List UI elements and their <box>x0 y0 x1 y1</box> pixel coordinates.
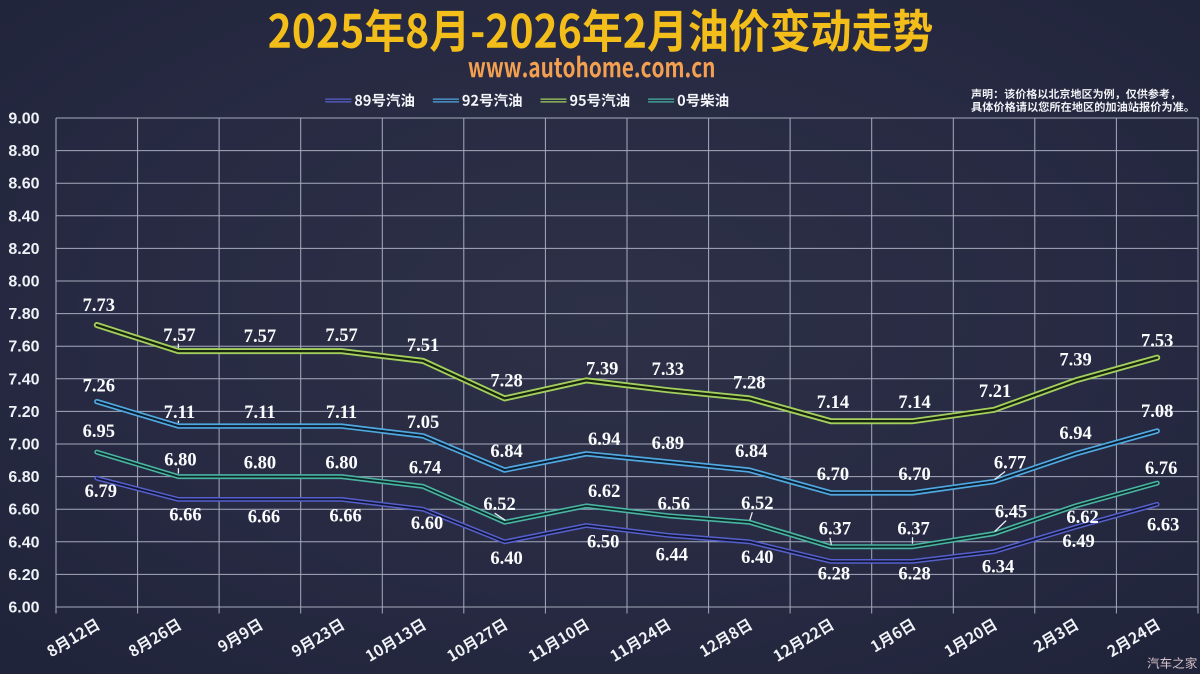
svg-text:7.05: 7.05 <box>407 413 439 433</box>
svg-text:6.70: 6.70 <box>898 465 930 485</box>
svg-text:6.40: 6.40 <box>741 548 773 568</box>
svg-text:6.00: 6.00 <box>8 600 39 617</box>
svg-text:6.50: 6.50 <box>587 533 619 553</box>
svg-text:8.80: 8.80 <box>8 143 39 160</box>
svg-text:6.94: 6.94 <box>588 430 620 450</box>
svg-text:6.79: 6.79 <box>85 482 117 502</box>
svg-text:6.94: 6.94 <box>1059 424 1091 444</box>
svg-text:6.60: 6.60 <box>8 502 39 519</box>
svg-text:7.11: 7.11 <box>244 403 275 423</box>
svg-text:6.40: 6.40 <box>8 534 39 551</box>
svg-text:7.39: 7.39 <box>586 359 618 379</box>
svg-text:8.20: 8.20 <box>8 241 39 258</box>
svg-text:6.89: 6.89 <box>652 434 684 454</box>
svg-text:7.14: 7.14 <box>898 393 930 413</box>
svg-text:6.40: 6.40 <box>490 549 522 569</box>
svg-text:6.80: 6.80 <box>244 454 276 474</box>
svg-text:6.62: 6.62 <box>588 482 620 502</box>
svg-text:7.80: 7.80 <box>8 306 39 323</box>
svg-text:6.34: 6.34 <box>982 558 1014 578</box>
svg-text:7.53: 7.53 <box>1141 332 1173 352</box>
svg-text:7.00: 7.00 <box>8 437 39 454</box>
svg-text:7.21: 7.21 <box>979 382 1011 402</box>
svg-text:7.60: 7.60 <box>8 339 39 356</box>
svg-text:6.66: 6.66 <box>169 505 201 525</box>
svg-text:6.66: 6.66 <box>248 507 280 527</box>
svg-text:7.57: 7.57 <box>163 326 195 346</box>
svg-text:6.84: 6.84 <box>490 442 522 462</box>
svg-text:6.28: 6.28 <box>818 564 850 584</box>
svg-text:7.51: 7.51 <box>407 336 439 356</box>
svg-text:7.08: 7.08 <box>1141 402 1173 422</box>
svg-text:6.70: 6.70 <box>817 465 849 485</box>
svg-text:6.49: 6.49 <box>1062 532 1094 552</box>
svg-text:8.40: 8.40 <box>8 208 39 225</box>
svg-text:7.40: 7.40 <box>8 371 39 388</box>
svg-text:6.76: 6.76 <box>1145 459 1177 479</box>
svg-text:6.84: 6.84 <box>735 442 767 462</box>
svg-text:6.63: 6.63 <box>1147 515 1179 535</box>
svg-text:7.20: 7.20 <box>8 404 39 421</box>
svg-text:6.60: 6.60 <box>411 514 443 534</box>
svg-text:6.52: 6.52 <box>483 495 515 515</box>
svg-text:7.33: 7.33 <box>652 360 684 380</box>
svg-text:7.11: 7.11 <box>164 403 195 423</box>
svg-text:6.80: 6.80 <box>8 469 39 486</box>
svg-text:7.57: 7.57 <box>244 327 276 347</box>
svg-text:7.39: 7.39 <box>1059 350 1091 370</box>
svg-text:6.37: 6.37 <box>897 520 929 540</box>
svg-text:6.44: 6.44 <box>656 545 688 565</box>
svg-text:6.52: 6.52 <box>741 494 773 514</box>
svg-text:6.45: 6.45 <box>995 503 1027 523</box>
svg-text:6.28: 6.28 <box>898 564 930 584</box>
svg-text:6.66: 6.66 <box>329 506 361 526</box>
svg-text:7.11: 7.11 <box>326 403 357 423</box>
svg-text:6.77: 6.77 <box>994 454 1026 474</box>
svg-text:6.80: 6.80 <box>325 454 357 474</box>
svg-text:6.56: 6.56 <box>658 495 690 515</box>
svg-text:6.80: 6.80 <box>164 451 196 471</box>
svg-text:6.20: 6.20 <box>8 567 39 584</box>
svg-text:6.95: 6.95 <box>83 422 115 442</box>
svg-text:6.37: 6.37 <box>819 520 851 540</box>
svg-text:7.57: 7.57 <box>325 326 357 346</box>
svg-text:6.74: 6.74 <box>409 458 441 478</box>
svg-text:7.14: 7.14 <box>817 393 849 413</box>
svg-text:6.62: 6.62 <box>1066 508 1098 528</box>
svg-text:7.28: 7.28 <box>733 373 765 393</box>
svg-text:8.00: 8.00 <box>8 274 39 291</box>
svg-text:8.60: 8.60 <box>8 176 39 193</box>
svg-text:9.00: 9.00 <box>8 111 39 128</box>
svg-text:7.26: 7.26 <box>83 377 115 397</box>
svg-text:7.28: 7.28 <box>490 371 522 391</box>
svg-text:7.73: 7.73 <box>83 296 115 316</box>
